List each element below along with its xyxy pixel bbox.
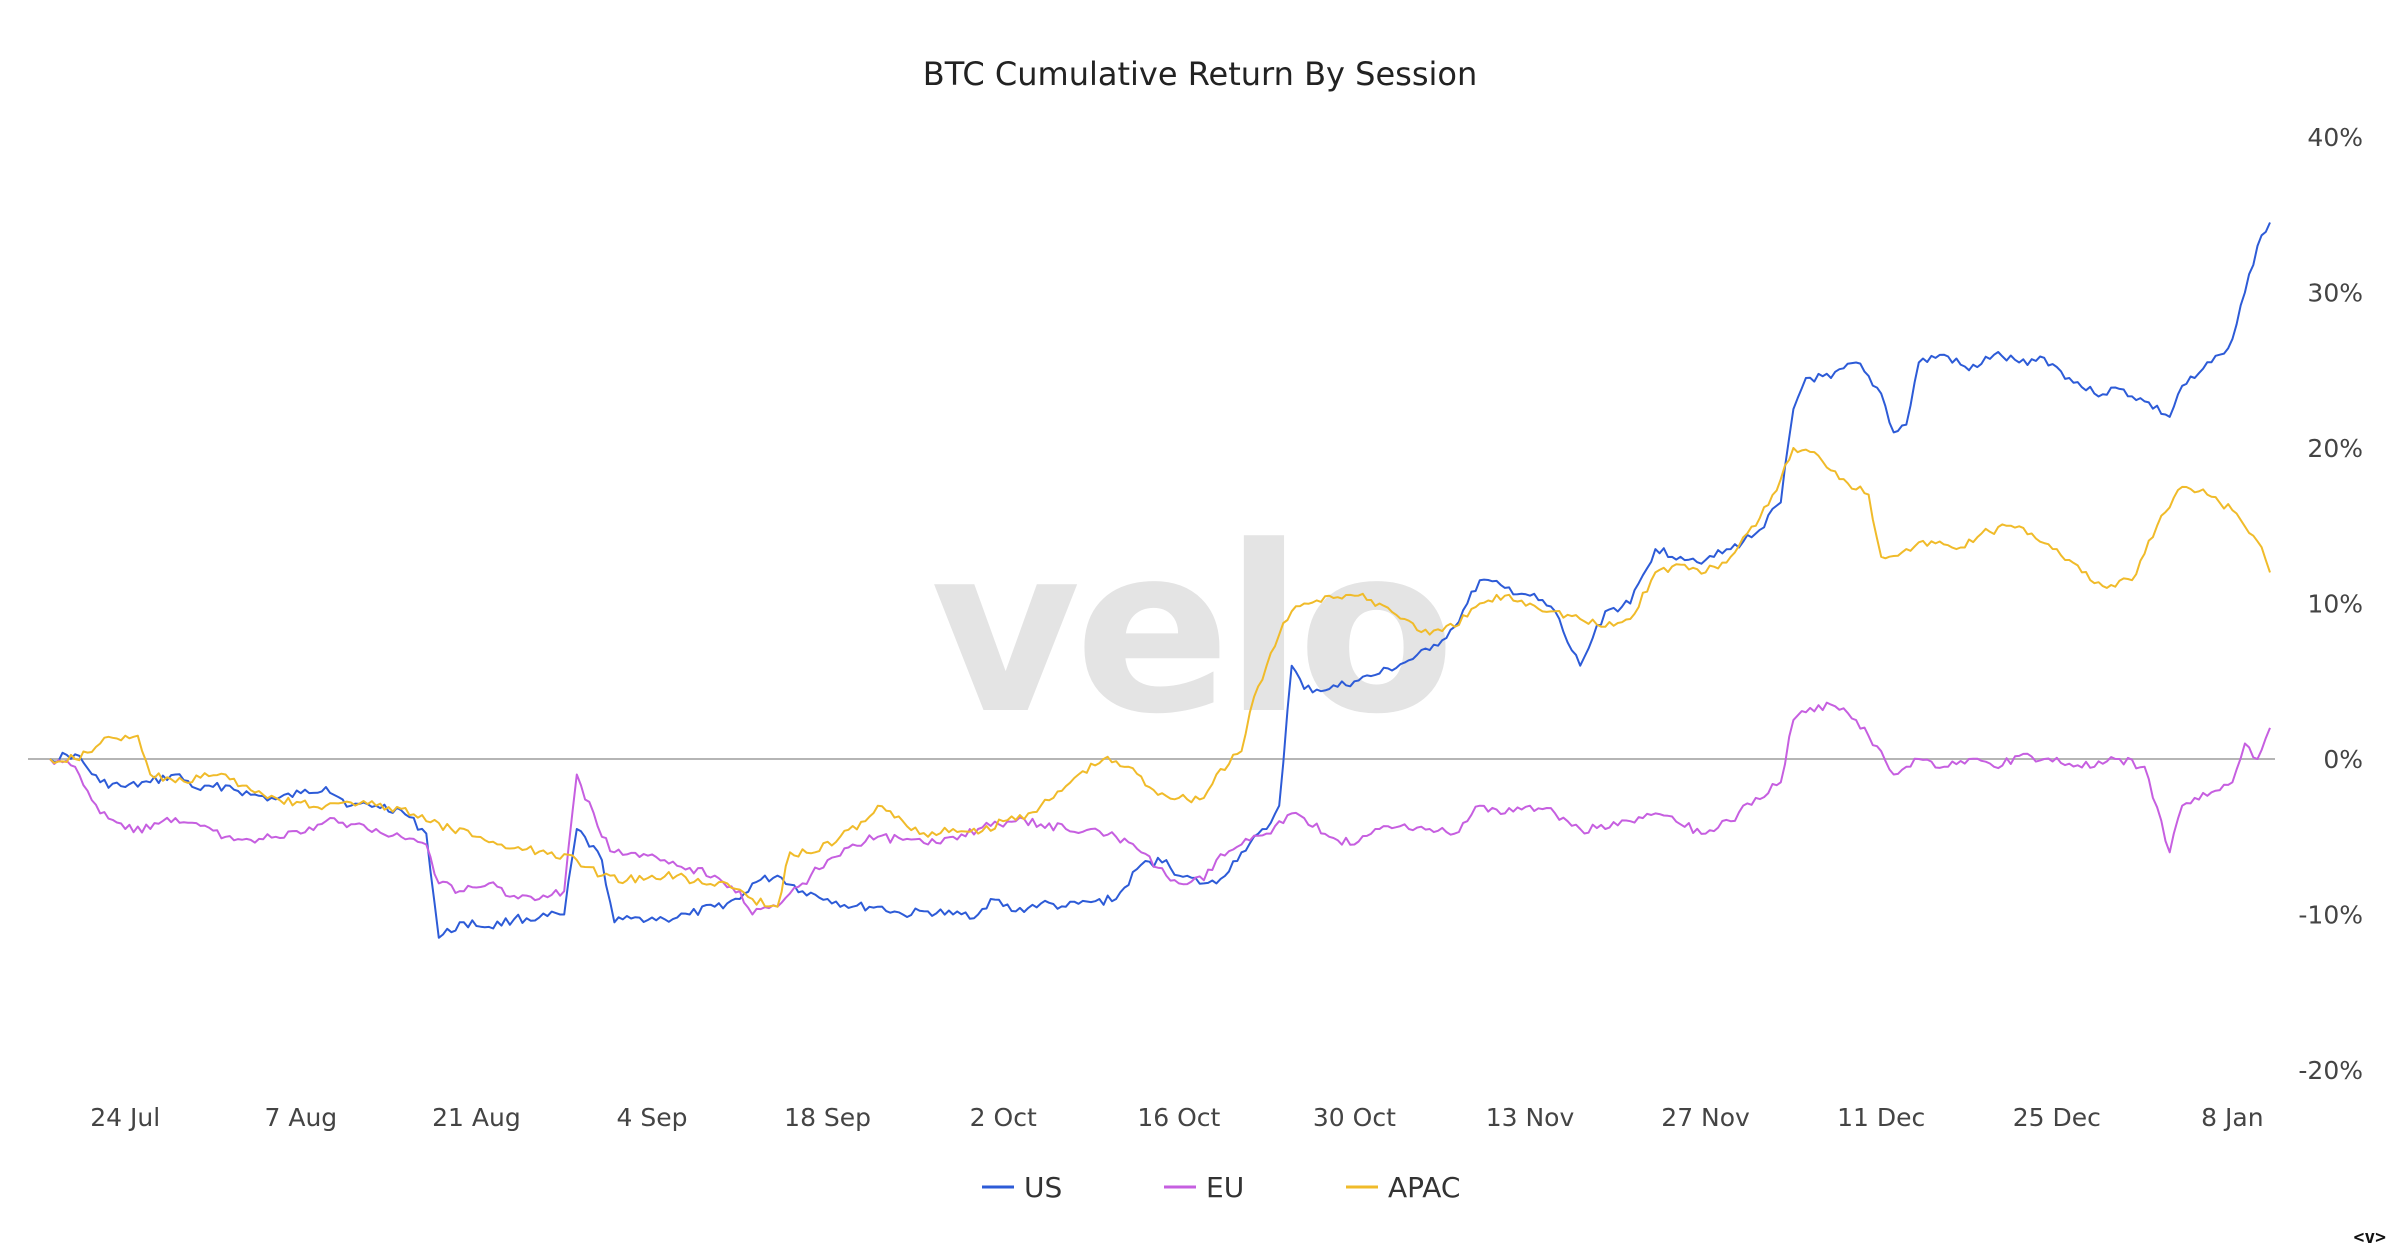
chart-title: BTC Cumulative Return By Session	[923, 55, 1477, 93]
series-line-eu	[49, 701, 2271, 916]
y-axis: 40% 30% 20% 10% 0% -10% -20%	[2298, 123, 2363, 1085]
x-tick-label: 7 Aug	[265, 1103, 338, 1132]
x-tick-label: 25 Dec	[2013, 1103, 2101, 1132]
legend-label: US	[1024, 1171, 1062, 1204]
legend-item-us[interactable]: US	[982, 1171, 1062, 1204]
watermark: velo	[931, 498, 1450, 765]
y-tick-label: 30%	[2307, 279, 2363, 308]
x-tick-label: 2 Oct	[970, 1103, 1037, 1132]
x-tick-label: 21 Aug	[432, 1103, 521, 1132]
y-tick-label: 20%	[2307, 434, 2363, 463]
x-tick-label: 13 Nov	[1486, 1103, 1575, 1132]
y-tick-label: 40%	[2307, 123, 2363, 152]
x-tick-label: 16 Oct	[1137, 1103, 1220, 1132]
legend-item-eu[interactable]: EU	[1164, 1171, 1244, 1204]
y-tick-label: -20%	[2298, 1056, 2363, 1085]
y-tick-label: 10%	[2307, 590, 2363, 619]
series-lines	[49, 222, 2271, 939]
y-tick-label: 0%	[2323, 745, 2363, 774]
expand-icon[interactable]: <v>	[2353, 1227, 2386, 1248]
legend-label: APAC	[1388, 1171, 1460, 1204]
x-tick-label: 24 Jul	[90, 1103, 160, 1132]
series-line-us	[49, 222, 2271, 939]
x-tick-label: 4 Sep	[617, 1103, 688, 1132]
y-tick-label: -10%	[2298, 901, 2363, 930]
legend-label: EU	[1206, 1171, 1244, 1204]
x-axis: 24 Jul 7 Aug 21 Aug 4 Sep 18 Sep 2 Oct 16 Oct 3…	[90, 1103, 2263, 1132]
legend-item-apac[interactable]: APAC	[1346, 1171, 1460, 1204]
legend[interactable]: US EU APAC	[982, 1171, 1460, 1204]
x-tick-label: 27 Nov	[1661, 1103, 1750, 1132]
series-line-apac	[49, 447, 2271, 908]
x-tick-label: 11 Dec	[1837, 1103, 1925, 1132]
x-tick-label: 8 Jan	[2201, 1103, 2263, 1132]
x-tick-label: 30 Oct	[1313, 1103, 1396, 1132]
x-tick-label: 18 Sep	[784, 1103, 871, 1132]
